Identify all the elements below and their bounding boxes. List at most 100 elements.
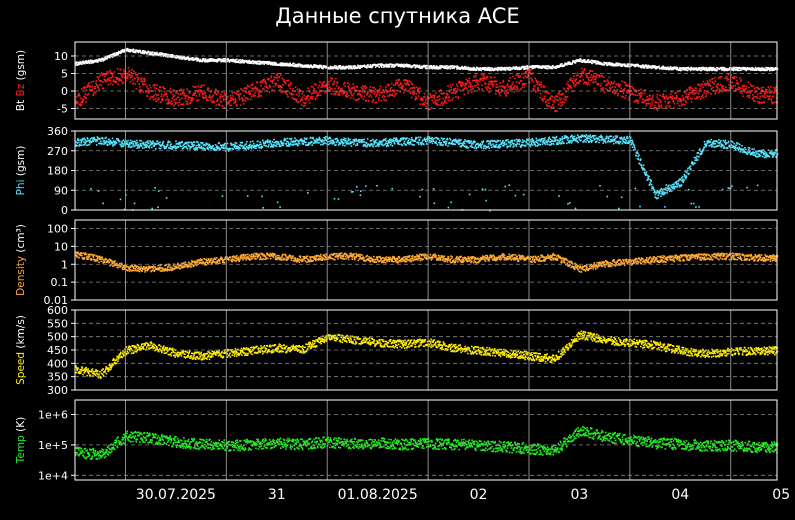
- data-point: [420, 143, 423, 146]
- data-point: [672, 101, 675, 103]
- data-point: [344, 85, 347, 87]
- data-point: [115, 80, 117, 83]
- data-point: [110, 77, 113, 79]
- data-point: [166, 98, 169, 100]
- data-point: [527, 73, 529, 76]
- data-point: [250, 95, 253, 98]
- data-point: [127, 67, 130, 69]
- data-point: [273, 138, 275, 141]
- data-point: [136, 80, 139, 83]
- data-point: [593, 80, 595, 83]
- data-point: [319, 139, 322, 141]
- data-point: [361, 90, 364, 93]
- data-point: [335, 65, 338, 68]
- data-point: [115, 142, 118, 144]
- data-point: [514, 68, 517, 70]
- data-point: [212, 94, 214, 97]
- data-point: [392, 139, 395, 142]
- data-point: [467, 92, 469, 94]
- data-point: [597, 83, 600, 85]
- data-point: [749, 83, 752, 86]
- data-point: [239, 59, 241, 61]
- data-point: [723, 89, 726, 91]
- data-point: [693, 89, 696, 91]
- data-point: [532, 81, 535, 83]
- data-point: [663, 68, 666, 70]
- data-point: [212, 60, 214, 62]
- data-point: [350, 91, 352, 94]
- data-point: [210, 147, 212, 150]
- data-point: [240, 93, 242, 95]
- data-point: [655, 106, 657, 109]
- data-point: [439, 65, 441, 67]
- data-point: [262, 207, 264, 209]
- data-point: [75, 141, 77, 143]
- data-point: [89, 141, 91, 144]
- data-point: [634, 94, 637, 96]
- data-point: [368, 95, 370, 98]
- data-point: [181, 56, 183, 59]
- data-point: [582, 79, 584, 81]
- y-tick-label: 5: [61, 68, 68, 81]
- data-point: [716, 69, 718, 72]
- data-point: [733, 75, 736, 78]
- data-point: [460, 85, 463, 88]
- data-point: [561, 63, 563, 65]
- data-point: [244, 97, 247, 99]
- data-point: [282, 91, 285, 93]
- data-point: [751, 89, 753, 92]
- data-point: [315, 64, 317, 67]
- data-point: [232, 99, 235, 101]
- data-point: [96, 136, 99, 138]
- data-point: [616, 64, 619, 67]
- data-point: [373, 140, 375, 143]
- data-point: [363, 86, 365, 88]
- data-point: [271, 64, 274, 66]
- data-point: [614, 65, 616, 67]
- data-point: [295, 100, 298, 103]
- data-point: [389, 88, 392, 90]
- data-point: [456, 88, 459, 90]
- data-point: [374, 88, 377, 91]
- data-point: [281, 144, 284, 146]
- data-point: [182, 92, 184, 95]
- data-point: [80, 140, 83, 143]
- data-point: [451, 139, 454, 142]
- data-point: [638, 93, 641, 95]
- data-point: [473, 85, 476, 87]
- data-point: [752, 94, 754, 96]
- data-point: [251, 87, 253, 90]
- data-point: [171, 103, 174, 105]
- data-point: [432, 101, 435, 104]
- data-point: [762, 68, 764, 70]
- data-point: [307, 144, 309, 147]
- data-point: [95, 82, 97, 85]
- data-point: [80, 97, 82, 100]
- data-point: [266, 141, 269, 144]
- data-point: [642, 98, 645, 101]
- data-point: [365, 142, 368, 144]
- data-point: [122, 81, 125, 84]
- data-point: [449, 137, 451, 140]
- data-point: [227, 150, 230, 152]
- data-point: [137, 74, 139, 76]
- data-point: [206, 147, 208, 150]
- data-point: [508, 69, 511, 71]
- data-point: [659, 100, 662, 103]
- data-point: [454, 87, 457, 90]
- data-point: [272, 79, 274, 82]
- data-point: [292, 87, 294, 90]
- data-point: [447, 85, 449, 87]
- data-point: [591, 78, 593, 81]
- data-point: [487, 66, 490, 69]
- data-point: [235, 145, 237, 147]
- data-point: [176, 102, 178, 104]
- data-point: [89, 60, 91, 63]
- data-point: [375, 141, 378, 144]
- data-point: [340, 87, 343, 90]
- data-point: [504, 66, 506, 69]
- series-bz: [75, 67, 779, 112]
- data-point: [435, 103, 438, 106]
- data-point: [143, 52, 146, 55]
- data-point: [659, 99, 661, 101]
